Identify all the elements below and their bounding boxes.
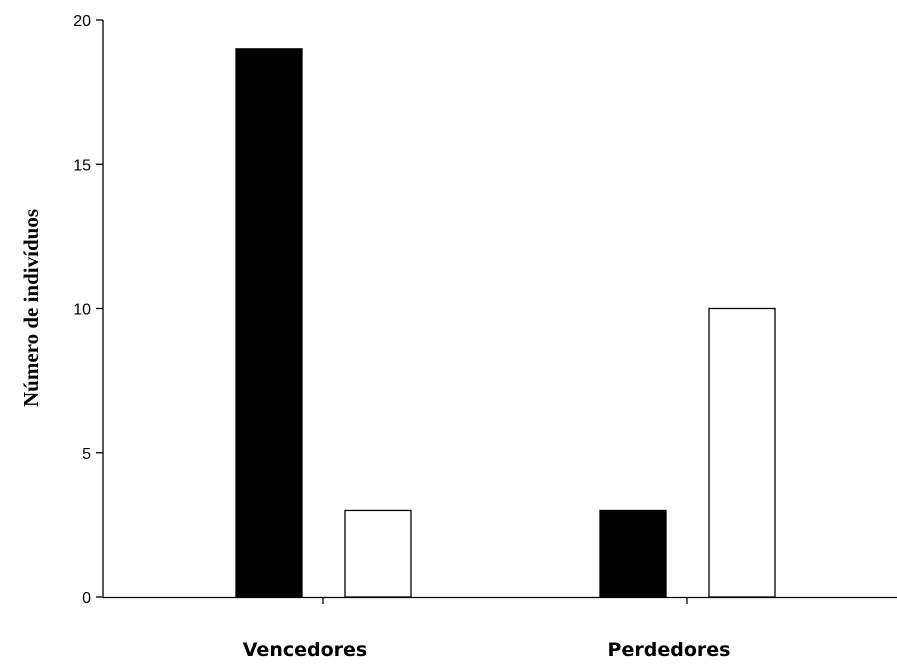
- bar-series-2-perdedores: [708, 307, 776, 598]
- y-axis-title: Número de indivíduos: [19, 209, 43, 407]
- bar-series-1-vencedores: [235, 48, 303, 598]
- bars: [235, 48, 776, 598]
- x-category-label: Perdedores: [608, 639, 731, 661]
- x-category-label: Vencedores: [243, 639, 367, 661]
- y-tick-label: 0: [82, 590, 91, 607]
- y-tick-label: 10: [73, 302, 91, 319]
- y-tick-label: 20: [73, 13, 91, 30]
- bar-series-1-perdedores: [599, 509, 667, 598]
- bar-series-2-vencedores: [344, 509, 412, 598]
- y-tick-label: 5: [82, 446, 91, 463]
- y-tick-label: 15: [73, 157, 91, 174]
- labels: Vencedores Perdedores: [243, 639, 731, 661]
